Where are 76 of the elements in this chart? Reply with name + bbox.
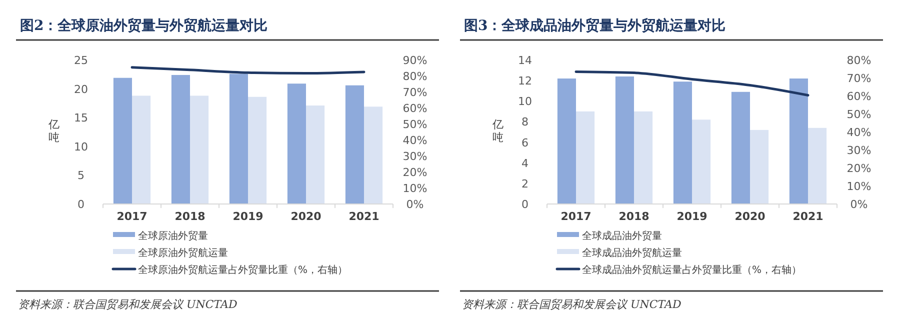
legend-label: 全球成品油外贸航运量占外贸量比重（%，右轴） <box>582 264 802 276</box>
y2-tick-label: 10% <box>846 180 872 193</box>
y-tick-label: 15 <box>74 112 88 125</box>
x-tick-label: 2020 <box>290 210 322 223</box>
y2-tick-label: 40% <box>846 126 872 139</box>
x-tick-label: 2019 <box>676 210 708 223</box>
x-tick-label: 2019 <box>232 210 264 223</box>
bar <box>576 111 595 204</box>
bar <box>190 96 209 204</box>
y2-tick-label: 40% <box>402 134 428 147</box>
y-tick-label: 10 <box>518 95 532 108</box>
bar <box>306 106 325 204</box>
y2-tick-label: 70% <box>402 86 428 99</box>
x-tick-label: 2021 <box>792 210 824 223</box>
y-tick-label: 25 <box>74 54 88 67</box>
y-tick-label: 5 <box>78 169 84 182</box>
y-tick-label: 12 <box>518 74 532 88</box>
y2-tick-label: 80% <box>402 70 428 83</box>
x-tick-label: 2020 <box>734 210 766 223</box>
x-tick-label: 2018 <box>618 210 650 223</box>
text: 资料来源：联合国贸易和发展会议 UNCTAD <box>462 298 682 311</box>
chart-title: 图2：全球原油外贸量与外贸航运量对比 <box>20 17 268 34</box>
y2-tick-label: 20% <box>846 162 872 175</box>
bar <box>750 130 769 204</box>
bar <box>171 74 190 204</box>
bar <box>364 106 383 204</box>
y-tick-label: 0 <box>522 198 528 211</box>
y-tick-label: 2 <box>522 177 528 190</box>
bar <box>113 78 132 204</box>
bar <box>789 78 808 204</box>
x-tick-label: 2017 <box>116 210 148 223</box>
y2-tick-label: 90% <box>402 54 428 67</box>
bar <box>692 120 711 204</box>
y2-tick-label: 30% <box>402 150 428 163</box>
y-axis-title: 亿吨 <box>48 118 60 144</box>
bar <box>808 128 827 204</box>
y-tick-label: 4 <box>522 156 528 170</box>
y2-tick-label: 50% <box>402 118 428 131</box>
legend-label: 全球成品油外贸量 <box>582 230 662 242</box>
legend-label: 全球原油外贸航运量占外贸量比重（%，右轴） <box>138 264 348 276</box>
y-tick-label: 8 <box>522 116 528 129</box>
legend-label: 全球成品油外贸航运量 <box>582 247 682 259</box>
bar <box>248 96 267 204</box>
y-tick-label: 0 <box>78 198 84 211</box>
y-tick-label: 10 <box>74 140 88 154</box>
y2-tick-label: 60% <box>846 90 872 103</box>
y2-tick-label: 60% <box>402 102 428 115</box>
legend-label: 全球原油外贸量 <box>138 230 208 242</box>
bar <box>634 111 653 204</box>
y2-tick-label: 0% <box>850 198 868 211</box>
y-tick-label: 14 <box>518 54 532 67</box>
y2-tick-label: 20% <box>402 166 428 179</box>
bar <box>673 82 692 204</box>
text: 资料来源：联合国贸易和发展会议 UNCTAD <box>18 298 238 311</box>
bar <box>731 92 750 204</box>
y2-tick-label: 70% <box>846 72 872 85</box>
bar <box>229 74 248 204</box>
x-tick-label: 2018 <box>174 210 206 223</box>
bar <box>132 96 151 204</box>
y2-tick-label: 0% <box>406 198 424 211</box>
y-axis-title: 亿吨 <box>492 118 504 144</box>
x-tick-label: 2017 <box>560 210 592 223</box>
y-tick-label: 20 <box>74 82 88 96</box>
bar <box>287 84 306 204</box>
y2-tick-label: 10% <box>402 182 428 195</box>
line-series <box>574 70 810 97</box>
y-tick-label: 6 <box>522 136 528 150</box>
bar <box>557 78 576 204</box>
legend-label: 全球原油外贸航运量 <box>138 247 228 259</box>
x-tick-label: 2021 <box>348 210 380 223</box>
chart-title: 图3：全球成品油外贸量与外贸航运量对比 <box>464 17 726 34</box>
y2-tick-label: 50% <box>846 108 872 121</box>
y2-tick-label: 30% <box>846 144 872 157</box>
bar <box>345 85 364 204</box>
y2-tick-label: 80% <box>846 54 872 67</box>
bar <box>615 76 634 204</box>
